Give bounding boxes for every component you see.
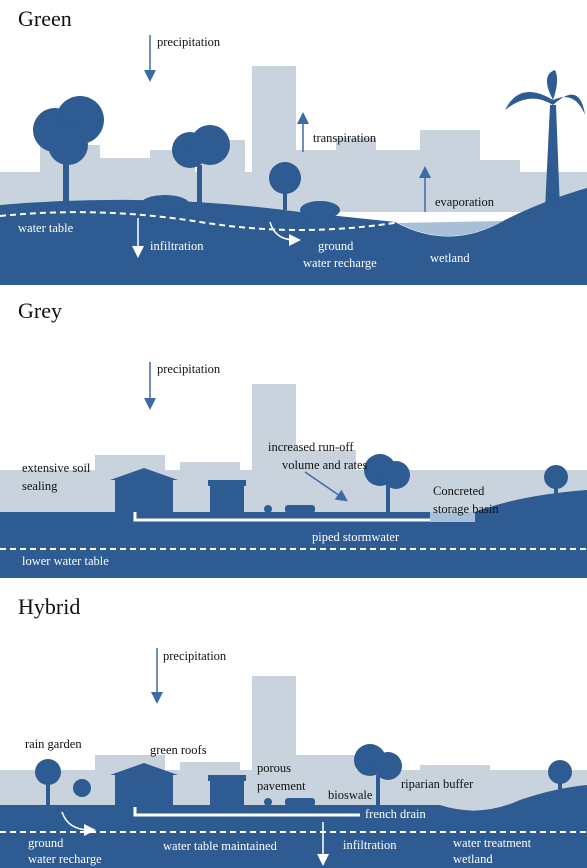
palm-trunk <box>545 105 560 210</box>
label: pavement <box>257 779 306 793</box>
label: wetland <box>453 852 493 866</box>
label: porous <box>257 761 291 775</box>
trunk <box>46 780 50 805</box>
canopy <box>48 125 88 165</box>
label: volume and rates <box>282 458 368 472</box>
panel-title: Grey <box>18 298 62 323</box>
label: water table maintained <box>163 839 278 853</box>
house <box>115 773 173 807</box>
canopy <box>190 125 230 165</box>
diagram: Green precipitation transpiration evapor… <box>0 0 587 868</box>
label: extensive soil <box>22 461 91 475</box>
label: increased run-off <box>268 440 354 454</box>
car <box>285 798 315 806</box>
roof <box>208 775 246 781</box>
shrub <box>300 201 340 219</box>
label: evaporation <box>435 195 495 209</box>
trunk <box>386 485 390 512</box>
label: Concreted <box>433 484 485 498</box>
label: piped stormwater <box>312 530 400 544</box>
canopy <box>374 752 402 780</box>
label: water treatment <box>453 836 532 850</box>
trunk <box>554 485 558 495</box>
label: water recharge <box>303 256 377 270</box>
building <box>296 150 336 210</box>
label: rain garden <box>25 737 82 751</box>
house <box>210 485 244 512</box>
label: bioswale <box>328 788 373 802</box>
canopy <box>382 461 410 489</box>
label: transpiration <box>313 131 377 145</box>
building <box>336 138 376 208</box>
trunk <box>283 185 287 210</box>
canopy <box>73 779 91 797</box>
trunk <box>558 780 562 790</box>
trunk <box>197 165 202 210</box>
body: Green precipitation transpiration evapor… <box>0 0 587 868</box>
label: water recharge <box>28 852 102 866</box>
label: ground <box>28 836 64 850</box>
label: lower water table <box>22 554 109 568</box>
grey-panel: Grey precipitation increased run-off vol… <box>0 298 587 578</box>
house <box>115 478 173 512</box>
trunk <box>376 775 380 807</box>
car <box>285 505 315 513</box>
label: precipitation <box>157 362 221 376</box>
tower <box>252 66 296 216</box>
label: infiltration <box>343 838 397 852</box>
label: infiltration <box>150 239 204 253</box>
palm-fronds <box>505 70 585 115</box>
label: riparian buffer <box>401 777 474 791</box>
roof <box>208 480 246 486</box>
hybrid-panel: Hybrid precipitation rain garden green r… <box>0 594 587 868</box>
motorbike <box>264 505 272 513</box>
label: green roofs <box>150 743 207 757</box>
page: Green, Grey and Hybrid water infrastruct… <box>0 0 587 868</box>
label: precipitation <box>163 649 227 663</box>
label: wetland <box>430 251 470 265</box>
motorbike <box>264 798 272 806</box>
panel-title: Green <box>18 6 72 31</box>
shrub <box>140 195 190 215</box>
building <box>376 150 421 210</box>
label: sealing <box>22 479 58 493</box>
label: water table <box>18 221 74 235</box>
label: precipitation <box>157 35 221 49</box>
label: storage basin <box>433 502 499 516</box>
house <box>210 780 244 807</box>
green-panel: Green precipitation transpiration evapor… <box>0 6 587 285</box>
label: french drain <box>365 807 426 821</box>
label: ground <box>318 239 354 253</box>
panel-title: Hybrid <box>18 594 80 619</box>
